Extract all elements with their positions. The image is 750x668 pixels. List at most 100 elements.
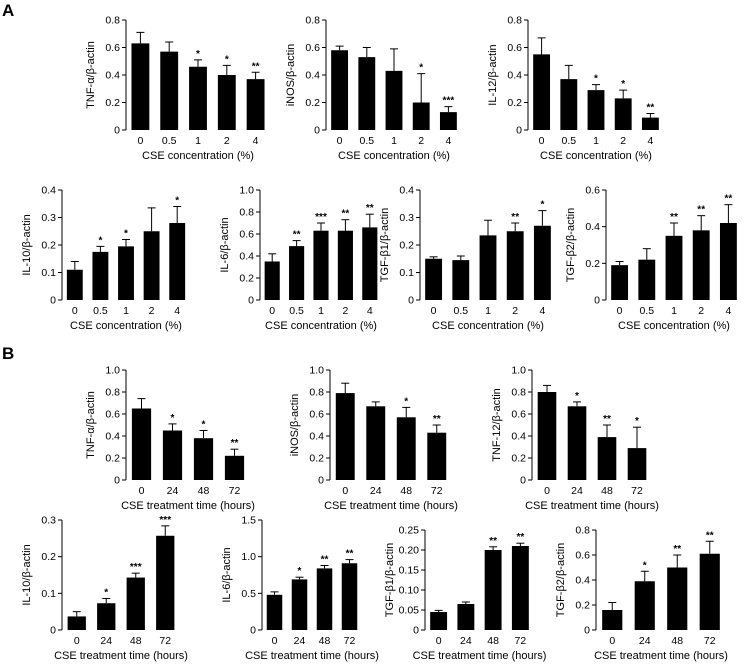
y-tick-label: 0.8 [507,15,522,27]
x-tick-label: 72 [515,635,527,647]
x-tick-label: 4 [445,135,451,147]
x-tick-label: 2 [149,305,155,317]
x-tick-label: 0.5 [359,135,374,147]
x-tick-label: 0 [342,485,348,497]
bar [224,455,245,480]
x-tick-label: 0.5 [162,135,177,147]
y-tick-label: 0.6 [105,42,120,54]
bar [118,246,134,300]
chart-10: 0 0.1 0.2 0.3 IL-10/β-actin 0 * 24 *** 48 *** 72 CSE… [21,515,188,663]
x-tick-label: 48 [319,635,331,647]
significance-marker: * [104,587,108,598]
y-tick-label: 0 [250,625,256,637]
bar [425,258,443,300]
y-axis-label: TNF-12/β-actin [491,388,503,462]
x-tick-label: 0 [139,485,145,497]
x-tick-label: 48 [130,635,142,647]
y-tick-label: 0.6 [239,229,254,241]
chart-6: 0 0.2 0.4 0.6 TGF-β2/β-actin 0 0.5 ** 1 ** 2 ** 4 CSE… [565,185,737,332]
x-tick-label: 24 [100,635,112,647]
bar [611,265,629,300]
bar [457,604,475,630]
x-tick-label: 0 [137,135,143,147]
x-axis-label: CSE treatment time (hours) [594,650,728,662]
y-tick-label: 0.6 [309,409,324,421]
y-tick-label: 0.5 [241,588,256,600]
y-tick-label: 0.4 [507,70,522,82]
x-tick-label: 24 [294,635,306,647]
y-tick-label: 0.8 [511,387,526,399]
y-axis-label: TGF-β2/β-actin [555,543,567,617]
bar [641,117,659,130]
y-tick-label: 0.3 [399,212,414,224]
bar [313,230,329,300]
bar [385,70,403,130]
x-axis-label: CSE treatment time (hours) [525,500,659,512]
x-tick-label: 72 [229,485,241,497]
x-tick-label: 0.5 [93,305,108,317]
bar [289,246,305,300]
y-tick-label: 0.25 [399,525,420,537]
bar [162,430,183,480]
bar [692,230,710,300]
bar [427,432,447,480]
significance-marker: ** [603,414,611,425]
bar [341,563,358,630]
x-tick-label: 24 [639,635,651,647]
x-tick-label: 1 [195,135,201,147]
x-tick-label: 48 [400,485,412,497]
y-tick-label: 0 [318,475,324,487]
x-tick-label: 0 [269,305,275,317]
significance-marker: ** [697,205,705,216]
x-tick-label: 1 [123,305,129,317]
y-tick-label: 0.2 [305,97,320,109]
significance-marker: * [202,420,206,431]
x-axis-label: CSE concentration (%) [540,150,652,162]
x-tick-label: 0.5 [289,305,304,317]
y-tick-label: 0.1 [41,588,56,600]
y-tick-label: 0.6 [305,42,320,54]
significance-marker: * [643,560,647,571]
bar [266,594,283,630]
x-tick-label: 24 [460,635,472,647]
bar [331,50,349,130]
significance-marker: * [635,416,639,427]
x-tick-label: 0 [544,485,550,497]
bar [587,90,605,130]
x-axis-label: CSE concentration (%) [70,320,182,332]
y-tick-label: 0 [114,475,120,487]
bar [337,230,353,300]
bar [614,98,632,130]
bar [156,535,175,630]
x-tick-label: 0.5 [561,135,576,147]
significance-marker: * [419,63,423,74]
x-tick-label: 4 [253,135,259,147]
significance-marker: ** [511,212,519,223]
x-axis-label: CSE treatment time (hours) [54,650,188,662]
x-tick-label: 0 [609,635,615,647]
chart-2: 0 0.2 0.4 0.6 0.8 IL-12/β-actin 0 0.5 * 1 * 2 ** 4 CSE… [487,15,659,162]
significance-marker: ** [489,536,497,547]
x-tick-label: 0 [431,305,437,317]
significance-marker: ** [433,414,441,425]
significance-marker: ** [231,438,239,449]
x-tick-label: 1 [391,135,397,147]
y-tick-label: 0.2 [105,453,120,465]
significance-marker: ** [706,530,714,541]
chart-13: 0 0.2 0.4 0.6 0.8 TGF-β2/β-actin 0 * 24 ** 48 ** 72 C… [555,525,728,663]
x-tick-label: 0.5 [639,305,654,317]
x-tick-label: 1 [593,135,599,147]
bar [533,54,551,130]
y-tick-label: 1.0 [309,365,324,377]
y-tick-label: 0.8 [239,207,254,219]
bar [560,79,578,130]
y-tick-label: 0 [408,295,414,307]
y-tick-label: 0.4 [239,251,254,263]
significance-marker: * [575,391,579,402]
x-tick-label: 24 [370,485,382,497]
x-tick-label: 4 [647,135,653,147]
x-tick-label: 1 [318,305,324,317]
chart-7: 0 0.2 0.4 0.6 0.8 1.0 TNF-α/β-actin 0 * 24 * 48 ** 72… [85,365,255,513]
bar [511,546,529,630]
